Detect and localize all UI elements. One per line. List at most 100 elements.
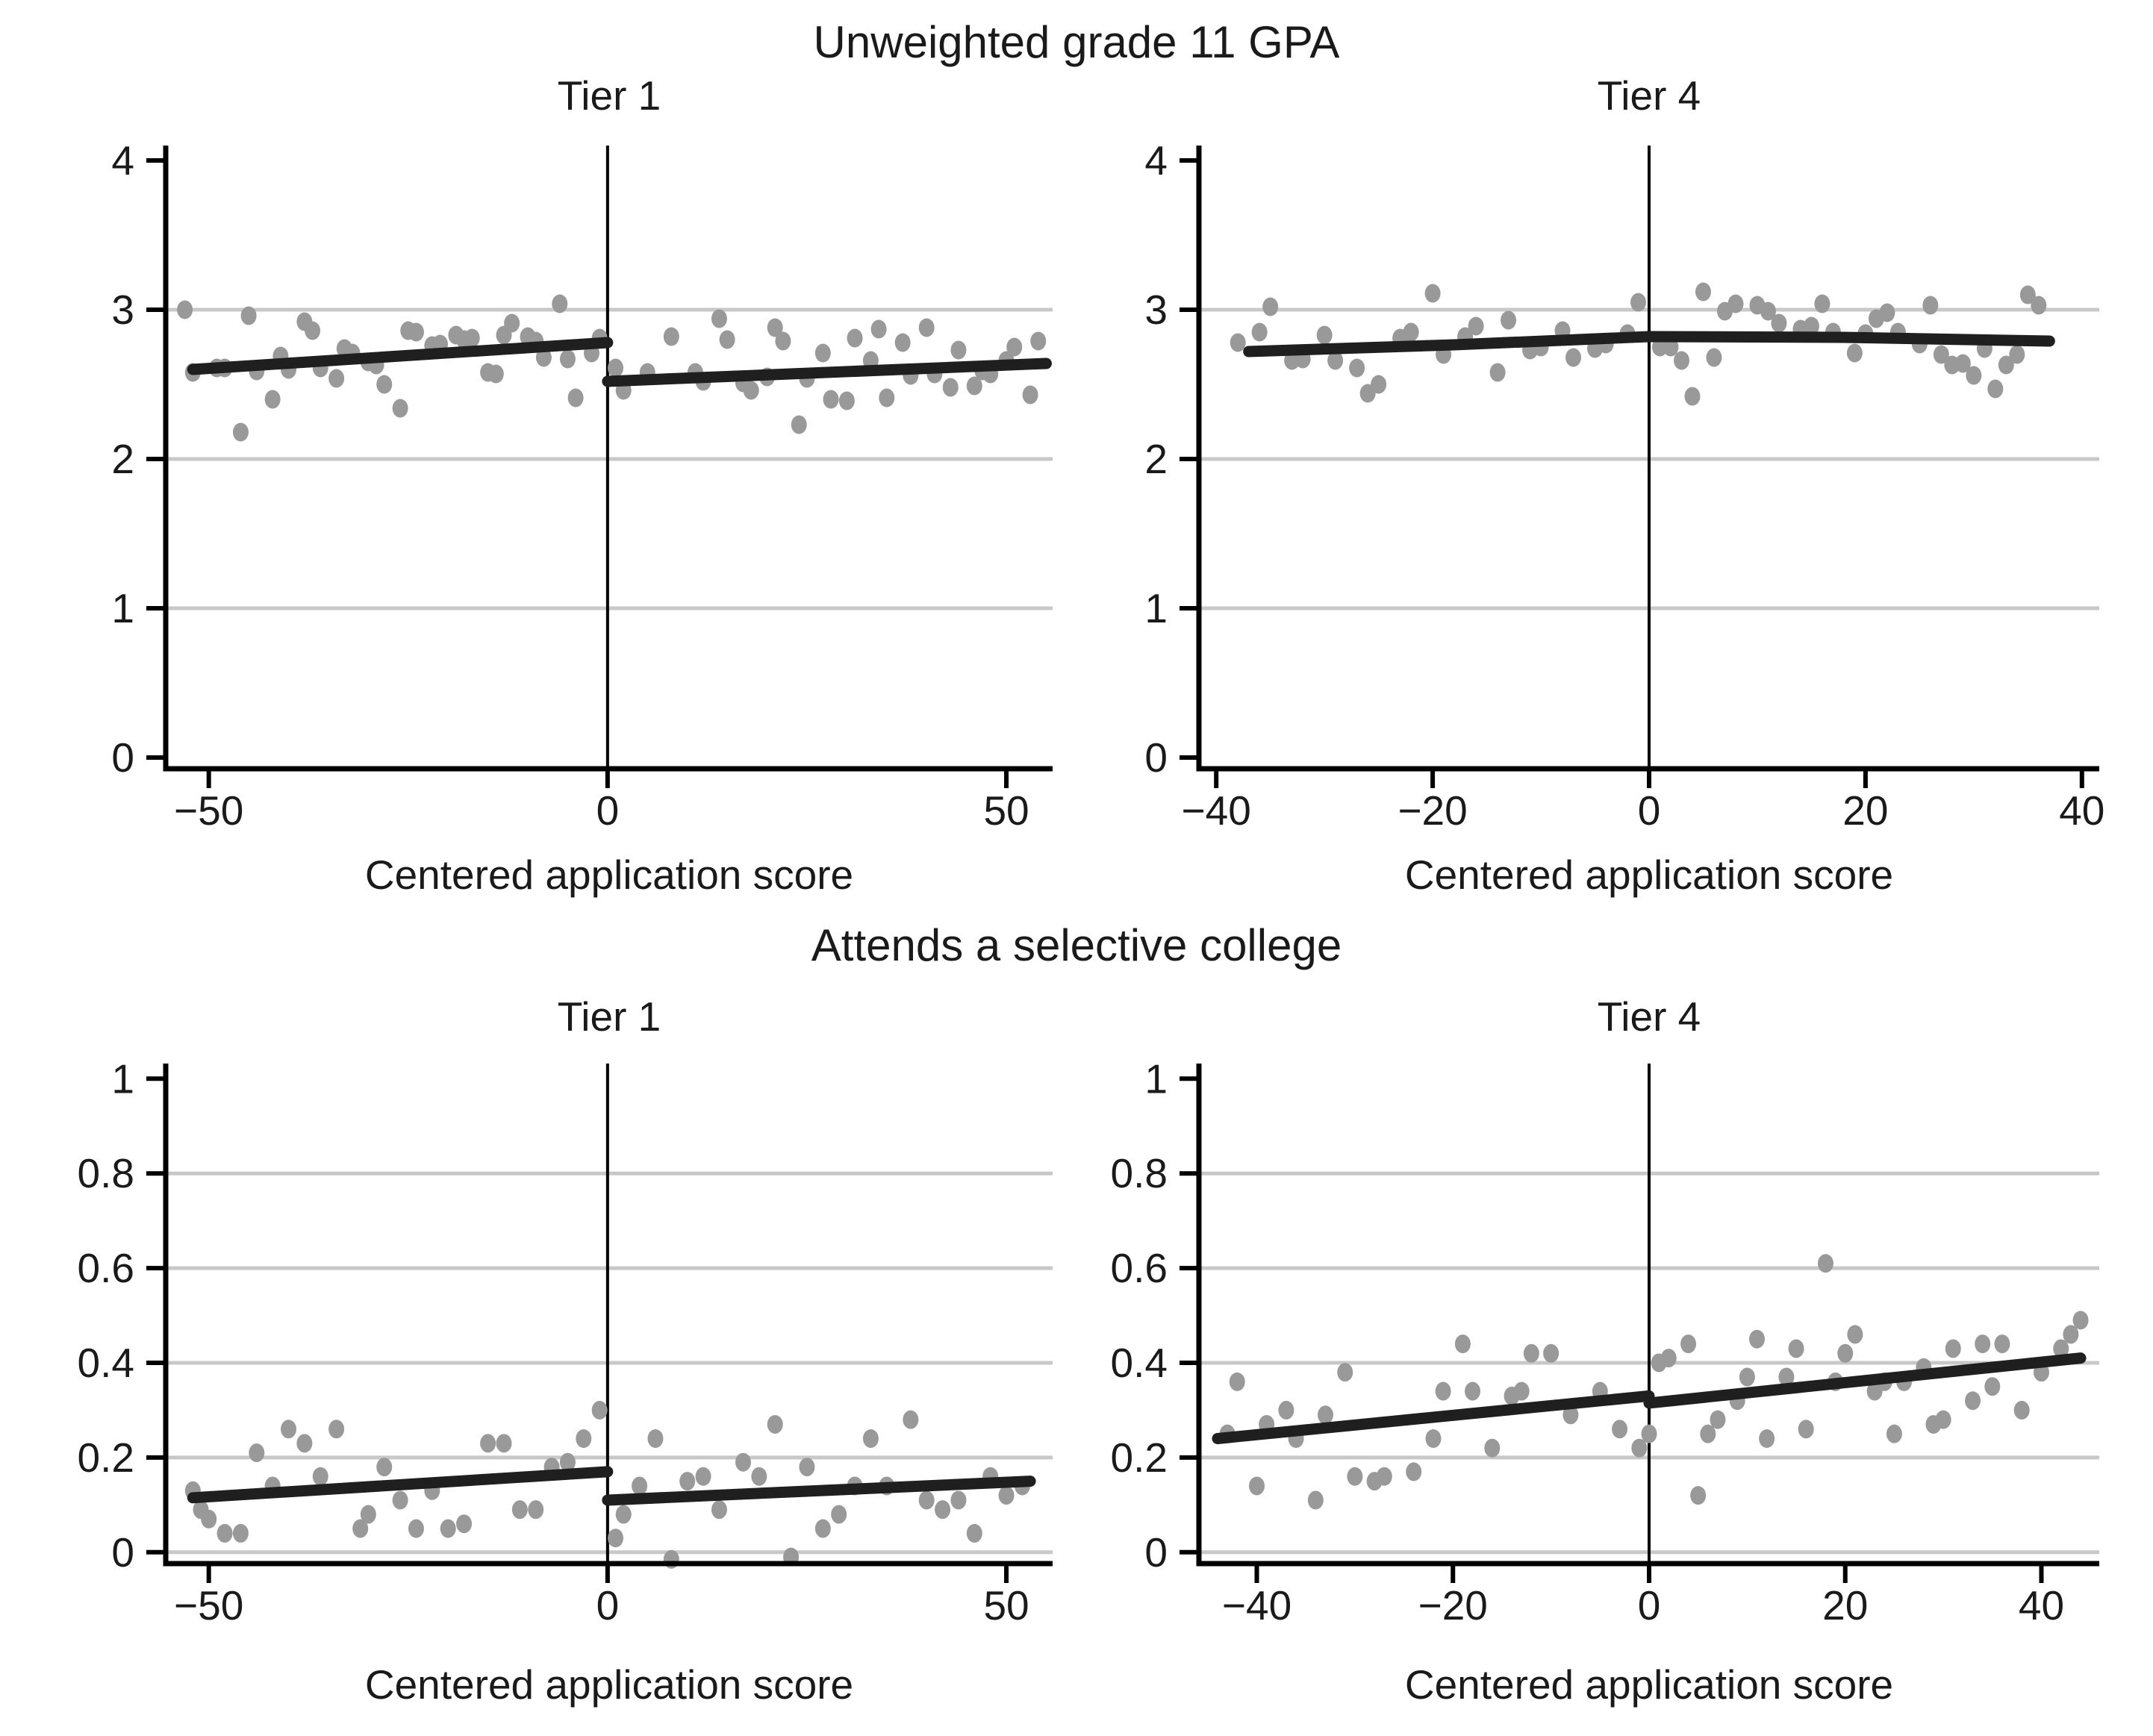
data-point — [608, 358, 624, 378]
y-tick-label: 1 — [111, 585, 134, 631]
fit-left-of-cutoff — [1212, 1390, 1655, 1444]
data-point — [487, 364, 504, 384]
fit-right-of-cutoff — [1643, 331, 2055, 347]
data-point — [528, 1500, 544, 1520]
data-point — [950, 1490, 967, 1510]
data-point — [918, 1490, 935, 1510]
data-point — [535, 348, 552, 367]
data-point — [2013, 1400, 2030, 1420]
data-point — [950, 340, 967, 360]
data-point — [1406, 1462, 1422, 1481]
data-point — [966, 376, 982, 396]
data-point — [264, 390, 281, 409]
data-point — [1307, 1490, 1324, 1510]
data-point — [240, 306, 257, 325]
panel-college-tier1: 0 0.2 0.4 0.6 0.8 1 −50 0 50 — [78, 1055, 1053, 1629]
data-point — [1966, 366, 1982, 385]
data-point — [511, 1500, 528, 1520]
data-point — [1484, 1438, 1501, 1458]
data-point — [1425, 1429, 1442, 1448]
data-point — [1278, 1400, 1294, 1420]
data-point — [831, 1505, 847, 1524]
data-point — [2063, 1325, 2079, 1344]
data-point — [615, 1505, 632, 1524]
data-point — [1778, 1367, 1795, 1387]
data-point — [408, 322, 424, 342]
data-point — [1933, 345, 1949, 364]
data-point — [823, 390, 839, 409]
y-tick-label: 0.4 — [1111, 1340, 1168, 1386]
data-point — [918, 318, 935, 337]
x-tick-label: 20 — [1842, 787, 1888, 834]
data-point — [576, 1429, 592, 1448]
data-point — [2053, 1339, 2069, 1358]
data-point — [1489, 363, 1506, 382]
data-point — [1814, 294, 1830, 313]
data-point — [903, 1410, 919, 1429]
data-point — [1684, 387, 1701, 406]
panel-title-college-tier1: Tier 1 — [557, 993, 661, 1040]
data-point — [1759, 1429, 1775, 1448]
fit-right-of-cutoff — [602, 1476, 1036, 1506]
data-point — [1631, 1438, 1648, 1458]
data-point — [496, 1434, 512, 1453]
data-point — [1523, 1343, 1539, 1363]
y-tick-label: 0.2 — [1111, 1434, 1168, 1481]
fit-left-of-cutoff — [187, 1466, 614, 1504]
data-point — [1706, 348, 1722, 367]
data-point — [1954, 354, 1971, 373]
data-point — [1316, 325, 1333, 345]
x-tick-label: 40 — [2059, 787, 2104, 834]
y-tick-label: 2 — [111, 436, 134, 482]
y-tick-label: 4 — [111, 137, 134, 184]
data-point — [305, 321, 321, 340]
data-point — [1468, 316, 1484, 336]
data-point — [1262, 297, 1279, 316]
data-point — [312, 1467, 328, 1486]
data-point — [216, 1523, 233, 1543]
data-point — [1327, 351, 1344, 370]
data-point — [1994, 1334, 2010, 1354]
fit-right-of-cutoff — [602, 357, 1052, 387]
data-point — [1987, 379, 2004, 399]
data-point — [232, 422, 249, 442]
data-point — [1846, 343, 1863, 363]
y-tick-label: 0 — [111, 734, 134, 781]
data-point — [632, 1476, 648, 1496]
data-point — [767, 318, 783, 337]
data-point — [1641, 1424, 1657, 1443]
data-point — [1651, 337, 1668, 357]
data-point — [177, 300, 193, 319]
y-tick-label: 0.6 — [1111, 1245, 1168, 1291]
data-point — [695, 1467, 711, 1486]
data-point — [847, 328, 863, 348]
x-tick-label: 0 — [1638, 1582, 1661, 1629]
data-point — [1403, 322, 1419, 342]
y-tick-label: 3 — [1144, 287, 1168, 333]
y-tick-label: 2 — [1144, 436, 1168, 482]
data-point — [1435, 1381, 1451, 1401]
data-point — [1030, 331, 1047, 351]
data-point — [1513, 1381, 1530, 1401]
data-point — [456, 1514, 473, 1534]
data-point — [504, 313, 520, 333]
data-point — [735, 1452, 751, 1472]
data-point — [376, 1458, 393, 1477]
data-point — [751, 1467, 767, 1486]
data-point — [464, 328, 480, 348]
data-point — [767, 1414, 783, 1434]
data-point — [281, 1420, 297, 1439]
data-point — [408, 1519, 424, 1538]
data-point — [1230, 333, 1246, 352]
x-tick-label: −20 — [1418, 1582, 1488, 1629]
data-point — [567, 388, 584, 408]
panel-title-gpa-tier1: Tier 1 — [557, 72, 661, 119]
panel-gpa-tier4: 0 1 2 3 4 −40 −20 0 20 40 — [1144, 137, 2104, 834]
data-point — [775, 331, 791, 351]
data-point — [711, 309, 727, 328]
data-point — [1817, 1254, 1833, 1273]
x-tick-label: 20 — [1822, 1582, 1868, 1629]
data-point — [838, 391, 855, 410]
data-point — [328, 369, 345, 388]
x-tick-label: 50 — [983, 1582, 1029, 1629]
